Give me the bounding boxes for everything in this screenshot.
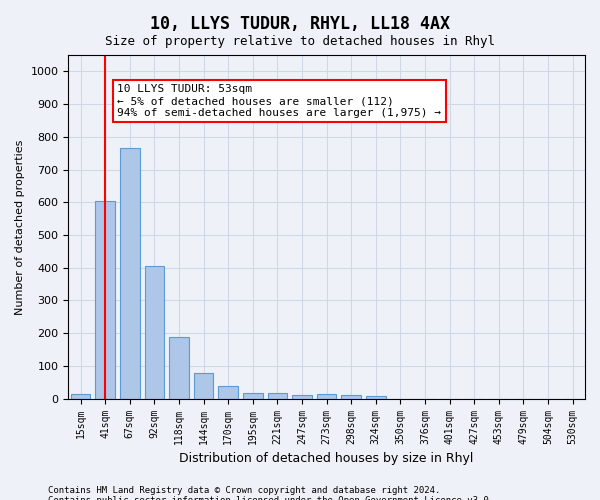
X-axis label: Distribution of detached houses by size in Rhyl: Distribution of detached houses by size …	[179, 452, 474, 465]
Text: 10, LLYS TUDUR, RHYL, LL18 4AX: 10, LLYS TUDUR, RHYL, LL18 4AX	[150, 15, 450, 33]
Bar	[194, 373, 214, 398]
Bar	[218, 386, 238, 398]
Bar	[341, 396, 361, 398]
Text: Size of property relative to detached houses in Rhyl: Size of property relative to detached ho…	[105, 35, 495, 48]
Bar	[120, 148, 140, 398]
Bar	[292, 395, 312, 398]
Bar	[169, 336, 189, 398]
Text: Contains HM Land Registry data © Crown copyright and database right 2024.: Contains HM Land Registry data © Crown c…	[48, 486, 440, 495]
Text: Contains public sector information licensed under the Open Government Licence v3: Contains public sector information licen…	[48, 496, 494, 500]
Bar	[145, 266, 164, 398]
Bar	[317, 394, 337, 398]
Text: 10 LLYS TUDUR: 53sqm
← 5% of detached houses are smaller (112)
94% of semi-detac: 10 LLYS TUDUR: 53sqm ← 5% of detached ho…	[118, 84, 442, 117]
Bar	[268, 393, 287, 398]
Bar	[243, 393, 263, 398]
Y-axis label: Number of detached properties: Number of detached properties	[15, 139, 25, 314]
Bar	[366, 396, 386, 398]
Bar	[71, 394, 91, 398]
Bar	[95, 200, 115, 398]
